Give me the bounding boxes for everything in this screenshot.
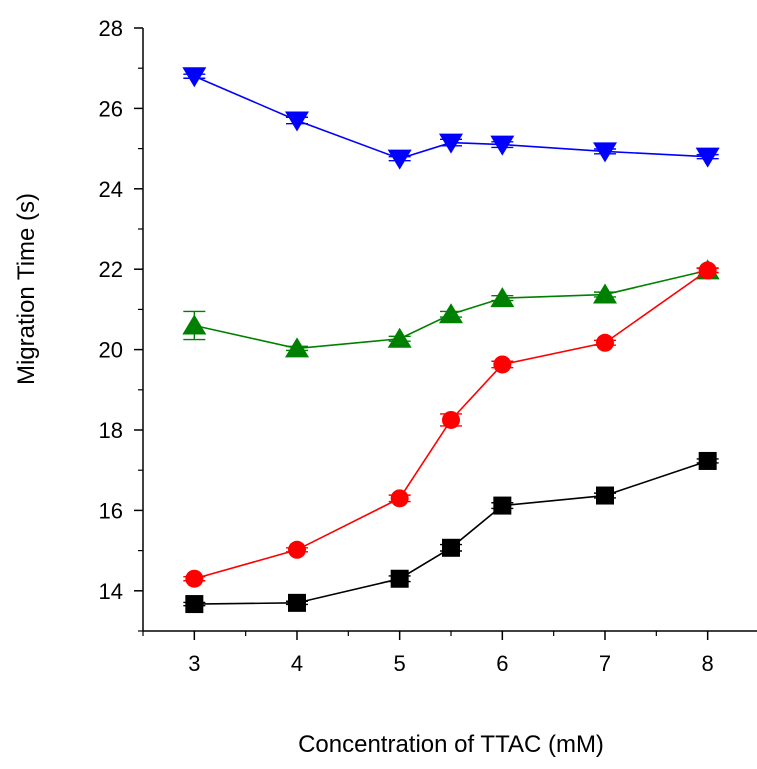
data-point [493,355,512,374]
y-tick-label: 26 [99,96,123,121]
data-point [490,135,515,156]
data-point [185,595,204,614]
series-line [194,460,708,605]
data-point [596,333,614,352]
series-square [183,451,719,614]
data-point [490,287,515,308]
data-point [288,593,306,612]
x-tick-label: 3 [188,651,200,676]
x-tick-label: 4 [291,651,303,676]
data-point [593,142,617,163]
ticks: 14 16 18 20 22 24 26 28 3 4 5 6 7 8 [99,16,714,676]
data-point [695,147,720,168]
data-point [442,538,460,557]
data-point [387,327,412,348]
y-tick-label: 18 [99,418,123,443]
series-circle [183,261,719,588]
data-point [390,489,409,508]
y-tick-label: 16 [99,498,123,523]
data-point [442,410,460,429]
series-layer [182,67,720,614]
data-point [182,314,207,335]
data-point [387,149,412,170]
data-point [390,569,409,588]
data-point [439,133,463,154]
data-point [698,261,717,280]
data-point [285,337,309,358]
data-point [596,486,614,505]
data-point [288,540,306,559]
data-point [493,496,512,515]
y-axis-title: Migration Time (s) [13,193,40,385]
series-triangle-down [182,67,720,170]
y-tick-label: 22 [99,257,123,282]
x-axis-title: Concentration of TTAC (mM) [298,731,604,758]
x-tick-label: 5 [394,651,406,676]
data-point [285,111,309,132]
y-tick-label: 28 [99,16,123,41]
series-triangle-up [182,259,720,358]
data-point [439,303,463,324]
data-point [698,451,717,470]
data-point [593,283,617,304]
data-point [182,67,207,88]
data-point [185,569,204,588]
x-tick-label: 7 [599,651,611,676]
x-tick-label: 8 [702,651,714,676]
x-tick-label: 6 [496,651,508,676]
y-tick-label: 20 [99,338,123,363]
y-tick-label: 14 [99,579,123,604]
y-tick-label: 24 [99,177,123,202]
